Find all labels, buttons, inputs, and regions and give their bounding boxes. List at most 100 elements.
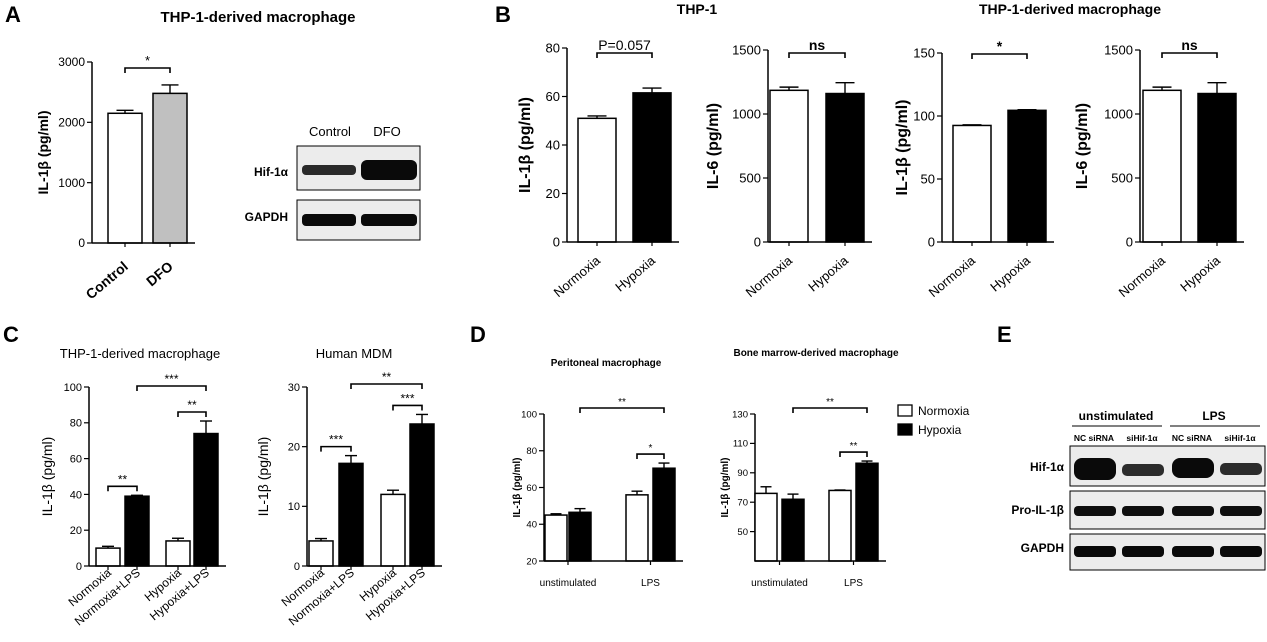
bar-c2-2 bbox=[380, 493, 406, 567]
blot-a-row-label-2: GAPDH bbox=[245, 210, 288, 224]
y-tick-label-b4-1: 500 bbox=[1111, 171, 1133, 186]
bar-b3-1 bbox=[1007, 109, 1047, 243]
blot-a-band-gapdh-control bbox=[302, 214, 356, 226]
x-tick-label-b2-1: Hypoxia bbox=[805, 252, 851, 294]
chart-title-d2-line1: Bone marrow-derived macrophage bbox=[733, 348, 898, 359]
bar-d2-lps-normoxia bbox=[828, 489, 852, 562]
bar-c2-0 bbox=[308, 540, 334, 567]
x-tick-label-d2-0: unstimulated bbox=[751, 578, 808, 589]
y-tick-label-d1-1: 40 bbox=[526, 520, 537, 531]
y-axis-label-c2: IL-1β (pg/ml) bbox=[255, 437, 271, 517]
x-tick-label-a-1: DFO bbox=[143, 258, 176, 289]
bar-b1-0 bbox=[577, 117, 617, 243]
blot-e-band-gapdh-1 bbox=[1074, 546, 1116, 557]
bar-d2-unstimulated-hypoxia bbox=[781, 498, 805, 562]
y-tick-label-b1-2: 40 bbox=[546, 138, 560, 153]
bar-d1-unstimulated-normoxia bbox=[544, 514, 568, 562]
y-tick-label-b4-2: 1000 bbox=[1104, 107, 1133, 122]
significance-label-c2-2: ** bbox=[382, 370, 392, 384]
significance-label-c2-0: *** bbox=[329, 433, 343, 447]
x-tick-label-b3-0: Normoxia bbox=[926, 252, 979, 300]
blot-e-band-hif-2 bbox=[1122, 464, 1164, 476]
significance-bracket-d1-0 bbox=[636, 453, 665, 460]
x-tick-label-d1-0: unstimulated bbox=[540, 578, 597, 589]
significance-label-b3-0: * bbox=[997, 38, 1003, 54]
y-tick-label-a-3: 3000 bbox=[58, 55, 85, 69]
panel-b-title-right: THP-1-derived macrophage bbox=[979, 1, 1161, 17]
chart-b1: 0 20 40 60 80 IL-1β (pg/ml) Normoxia Hypoxia P=0… bbox=[517, 37, 679, 300]
panel-label-b: B bbox=[495, 2, 511, 27]
chart-d1: Peritoneal macrophage 20 40 60 80 100 IL-1β (p… bbox=[512, 358, 683, 589]
y-axis-label-b2: IL-6 (pg/ml) bbox=[705, 103, 722, 189]
blot-e-col-label-2: siHif-1α bbox=[1126, 433, 1158, 443]
significance-bracket-c1-0 bbox=[107, 485, 138, 492]
panel-label-a: A bbox=[5, 2, 21, 27]
significance-label-c1-1: ** bbox=[187, 398, 197, 412]
significance-bracket-c2-0 bbox=[320, 445, 352, 452]
bar-c2-1 bbox=[338, 462, 364, 567]
blot-a-col-label-1: Control bbox=[309, 124, 351, 139]
panel-label-d: D bbox=[470, 322, 486, 347]
blot-e-band-hif-3 bbox=[1172, 458, 1214, 478]
x-tick-label-d1-1: LPS bbox=[641, 578, 660, 589]
blot-e-group-label-2: LPS bbox=[1202, 409, 1225, 423]
significance-label-b2-0: ns bbox=[809, 37, 826, 53]
bar-d2-lps-hypoxia bbox=[855, 462, 879, 562]
y-tick-label-c1-4: 80 bbox=[70, 418, 82, 430]
bar-b4-1 bbox=[1197, 92, 1237, 243]
bar-c1-0 bbox=[95, 547, 121, 567]
y-tick-label-c1-3: 60 bbox=[70, 453, 82, 465]
chart-b2: 0 500 1000 1500 IL-6 (pg/ml) Normoxia Hypoxia n… bbox=[705, 37, 872, 300]
blot-e-band-proil-4 bbox=[1220, 506, 1262, 516]
significance-label-d1-0: * bbox=[649, 443, 653, 454]
x-tick-label-b4-0: Normoxia bbox=[1116, 252, 1169, 300]
y-tick-label-d1-3: 80 bbox=[526, 446, 537, 457]
blot-a-band-hif-control bbox=[302, 165, 356, 175]
panel-label-e: E bbox=[997, 322, 1012, 347]
y-axis-label-b4: IL-6 (pg/ml) bbox=[1074, 103, 1091, 189]
chart-title-d1: Peritoneal macrophage bbox=[551, 358, 662, 369]
western-blot-a: Control DFO Hif-1α GAPDH bbox=[245, 124, 421, 241]
y-tick-label-d2-0: 50 bbox=[737, 527, 748, 538]
blot-e-band-hif-4 bbox=[1220, 463, 1262, 475]
x-tick-label-b4-1: Hypoxia bbox=[1177, 252, 1223, 294]
y-tick-label-d1-0: 20 bbox=[526, 556, 537, 567]
bar-b4-0 bbox=[1142, 89, 1182, 243]
y-tick-label-b1-3: 60 bbox=[546, 89, 560, 104]
bar-c1-2 bbox=[165, 540, 191, 567]
y-tick-label-d2-4: 130 bbox=[732, 409, 748, 420]
significance-bracket-b4-0 bbox=[1161, 52, 1218, 58]
x-tick-label-d2-1: LPS bbox=[844, 578, 863, 589]
significance-bracket-c2-1 bbox=[392, 404, 423, 411]
blot-e-row-label-3: GAPDH bbox=[1021, 541, 1064, 555]
significance-label-a-0: * bbox=[145, 53, 150, 68]
blot-e-group-label-1: unstimulated bbox=[1079, 409, 1154, 423]
chart-a: 0 1000 2000 3000 IL-1β (pg/ml) Control DFO * bbox=[35, 53, 195, 302]
bar-b1-1 bbox=[632, 92, 672, 243]
blot-a-row-label-1: Hif-1α bbox=[254, 165, 289, 179]
chart-b4: 0 500 1000 1500 IL-6 (pg/ml) Normoxia Hypoxia n… bbox=[1074, 37, 1244, 300]
blot-e-col-label-4: siHif-1α bbox=[1224, 433, 1256, 443]
y-tick-label-b2-2: 1000 bbox=[732, 107, 761, 122]
bar-c1-3 bbox=[193, 432, 219, 567]
y-tick-label-b1-1: 20 bbox=[546, 186, 560, 201]
y-tick-label-a-1: 1000 bbox=[58, 176, 85, 190]
y-tick-label-c1-5: 100 bbox=[64, 382, 82, 394]
significance-label-c2-1: *** bbox=[400, 391, 414, 405]
x-tick-label-a-0: Control bbox=[83, 258, 131, 302]
blot-e-band-hif-1 bbox=[1074, 458, 1116, 480]
y-axis-label-c1: IL-1β (pg/ml) bbox=[39, 437, 55, 517]
legend-label-normoxia: Normoxia bbox=[918, 404, 970, 418]
western-blot-e: unstimulated LPS NC siRNA siHif-1α NC si… bbox=[1011, 409, 1266, 571]
y-tick-label-b3-3: 150 bbox=[913, 46, 935, 61]
bar-b2-1 bbox=[825, 92, 865, 243]
legend-swatch-hypoxia bbox=[897, 423, 913, 436]
chart-b3: 0 50 100 150 IL-1β (pg/ml) Normoxia Hypoxia * bbox=[894, 38, 1054, 300]
legend: Normoxia Hypoxia bbox=[897, 404, 970, 437]
blot-e-row-label-2: Pro-IL-1β bbox=[1011, 503, 1064, 517]
blot-a-band-gapdh-dfo bbox=[361, 214, 417, 226]
blot-e-row-label-1: Hif-1α bbox=[1030, 460, 1065, 474]
bar-a-1 bbox=[152, 92, 188, 244]
